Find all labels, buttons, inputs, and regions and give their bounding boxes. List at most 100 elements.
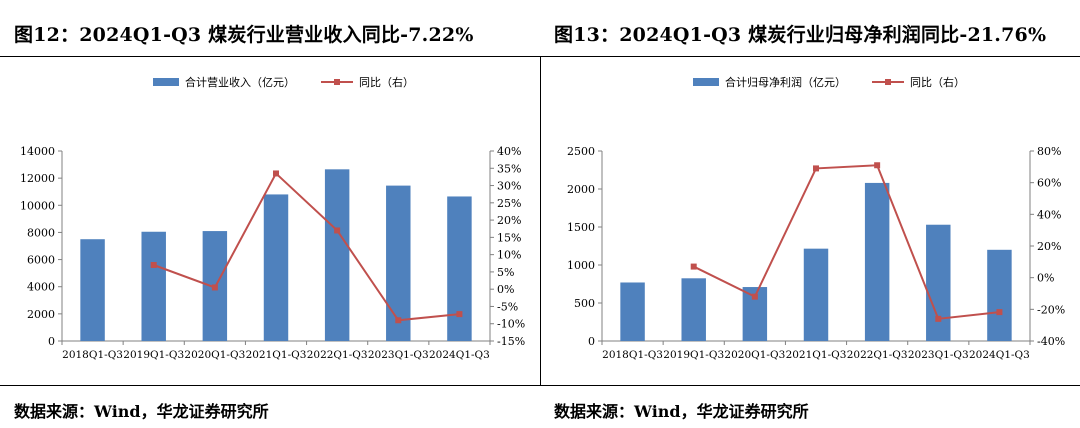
line-path	[693, 164, 1000, 320]
x-tick-label: 2023Q1-Q3	[908, 349, 969, 361]
revenue-chart: 合计营业收入（亿元） 同比（右） 0 2000 4000 6000 8000 10000 120…	[20, 75, 525, 361]
title-divider	[0, 56, 540, 57]
x-tick-label: 2024Q1-Q3	[969, 349, 1030, 361]
y-tick-label-right: 5%	[497, 266, 514, 279]
x-tick-label: 2020Q1-Q3	[184, 349, 245, 361]
x-tick-label: 2019Q1-Q3	[663, 349, 724, 361]
y-tick-label-right: 20%	[497, 214, 521, 227]
net-profit-chart: 合计归母净利润（亿元） 同比（右） 0 500 1000 1500 2000 2500 -40%…	[567, 75, 1065, 361]
x-tick-label: 2024Q1-Q3	[429, 349, 490, 361]
x-tick-label: 2020Q1-Q3	[724, 349, 785, 361]
y-tick-label-right: -15%	[497, 335, 525, 348]
y-tick-label-left: 2000	[27, 308, 55, 321]
line-point	[456, 311, 463, 318]
x-tick-label: 2021Q1-Q3	[786, 349, 847, 361]
bar	[803, 248, 829, 341]
y-tick-label-left: 1000	[567, 259, 595, 272]
y-tick-label-right: -20%	[1037, 303, 1065, 316]
line-series	[150, 170, 463, 324]
chart-panel-revenue: 图12：2024Q1-Q3 煤炭行业营业收入同比-7.22% 合计营业收入（亿元…	[0, 24, 540, 421]
bar	[987, 249, 1012, 341]
y-tick-label-right: 0%	[497, 283, 514, 296]
bar	[864, 182, 890, 341]
panel-separator	[540, 56, 541, 386]
y-tick-label-left: 0	[588, 335, 595, 348]
legend-bar-swatch	[693, 78, 719, 86]
bar	[620, 282, 645, 341]
chart-title: 图12：2024Q1-Q3 煤炭行业营业收入同比-7.22%	[14, 24, 474, 46]
chart-title: 图13：2024Q1-Q3 煤炭行业归母净利润同比-21.76%	[554, 24, 1047, 46]
bar	[80, 239, 105, 341]
y-tick-label-right: 20%	[1037, 240, 1061, 253]
legend-line-marker	[334, 79, 340, 85]
x-tick-label: 2018Q1-Q3	[62, 349, 123, 361]
legend-line-label: 同比（右）	[910, 75, 965, 89]
line-point	[751, 293, 758, 300]
y-tick-label-right: 25%	[497, 197, 521, 210]
source-note: 数据来源：Wind，华龙证券研究所	[554, 402, 809, 421]
bar	[447, 196, 472, 341]
legend-bar-swatch	[153, 78, 179, 86]
x-tick-label: 2022Q1-Q3	[847, 349, 908, 361]
line-point	[334, 227, 341, 234]
x-tick-label: 2022Q1-Q3	[307, 349, 368, 361]
y-tick-label-right: 35%	[497, 162, 521, 175]
legend-line-marker	[885, 79, 891, 85]
y-tick-label-left: 10000	[20, 199, 55, 212]
y-tick-label-right: 40%	[1037, 208, 1061, 221]
x-tick-label: 2018Q1-Q3	[602, 349, 663, 361]
y-tick-label-right: -10%	[497, 318, 525, 331]
x-tick-label: 2021Q1-Q3	[246, 349, 307, 361]
y-tick-label-left: 8000	[27, 226, 55, 239]
line-point	[395, 317, 402, 324]
x-tick-label: 2019Q1-Q3	[123, 349, 184, 361]
line-point	[150, 262, 157, 268]
y-tick-label-left: 2500	[567, 145, 595, 158]
source-divider	[0, 385, 540, 386]
line-point	[273, 170, 279, 177]
title-divider	[540, 56, 1080, 57]
y-tick-label-left: 0	[48, 335, 55, 348]
bar-series	[80, 169, 472, 341]
legend-line-label: 同比（右）	[359, 75, 414, 89]
legend-bar-label: 合计营业收入（亿元）	[185, 75, 295, 89]
source-note: 数据来源：Wind，华龙证券研究所	[14, 402, 269, 421]
y-tick-label-right: 30%	[497, 180, 521, 193]
line-point	[690, 263, 697, 270]
chart-panel-net-profit: 图13：2024Q1-Q3 煤炭行业归母净利润同比-21.76% 合计归母净利润…	[540, 0, 1080, 428]
bar	[386, 185, 411, 341]
line-point	[874, 162, 881, 169]
axes: 0 500 1000 1500 2000 2500 -40% -20% 0% 20% 40% 60% 8…	[567, 145, 1065, 361]
line-point	[935, 315, 942, 322]
y-tick-label-left: 12000	[20, 172, 55, 185]
bar	[263, 194, 289, 341]
bar	[141, 231, 166, 341]
y-tick-label-left: 6000	[27, 254, 55, 267]
legend-bar-label: 合计归母净利润（亿元）	[725, 75, 846, 89]
bar	[324, 169, 350, 341]
legend: 合计营业收入（亿元） 同比（右）	[153, 75, 414, 89]
source-divider	[540, 385, 1080, 386]
y-tick-label-right: 15%	[497, 231, 521, 244]
legend: 合计归母净利润（亿元） 同比（右）	[693, 75, 965, 89]
line-path	[153, 171, 460, 322]
x-tick-label: 2023Q1-Q3	[368, 349, 429, 361]
y-tick-label-right: 40%	[497, 145, 521, 158]
line-point	[211, 284, 218, 291]
y-tick-label-left: 14000	[20, 145, 55, 158]
y-tick-label-right: 0%	[1037, 272, 1054, 285]
y-tick-label-right: -40%	[1037, 335, 1065, 348]
y-tick-label-right: 80%	[1037, 145, 1061, 158]
y-tick-label-left: 4000	[27, 281, 55, 294]
line-series	[690, 162, 1003, 322]
line-point	[813, 165, 819, 172]
y-tick-label-left: 2000	[567, 183, 595, 196]
y-tick-label-right: 60%	[1037, 177, 1061, 190]
bar-series	[620, 182, 1012, 341]
line-point	[996, 309, 1003, 316]
y-tick-label-right: 10%	[497, 249, 521, 262]
axes: 0 2000 4000 6000 8000 10000 12000 14000 -15% -10%…	[20, 145, 525, 361]
y-tick-label-left: 1500	[567, 221, 595, 234]
y-tick-label-right: -5%	[497, 300, 518, 313]
bar	[926, 224, 951, 341]
